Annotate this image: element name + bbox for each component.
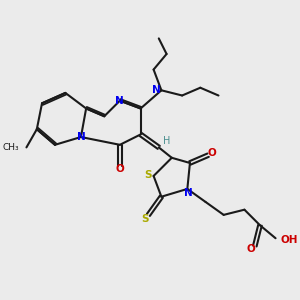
Text: CH₃: CH₃ bbox=[2, 143, 19, 152]
Text: S: S bbox=[141, 214, 148, 224]
Text: N: N bbox=[76, 132, 85, 142]
Text: O: O bbox=[208, 148, 216, 158]
Text: H: H bbox=[163, 136, 170, 146]
Text: N: N bbox=[152, 85, 161, 95]
Text: OH: OH bbox=[281, 235, 298, 244]
Text: N: N bbox=[116, 96, 124, 106]
Text: O: O bbox=[116, 164, 124, 175]
Text: O: O bbox=[247, 244, 255, 254]
Text: N: N bbox=[184, 188, 193, 198]
Text: S: S bbox=[145, 170, 152, 180]
